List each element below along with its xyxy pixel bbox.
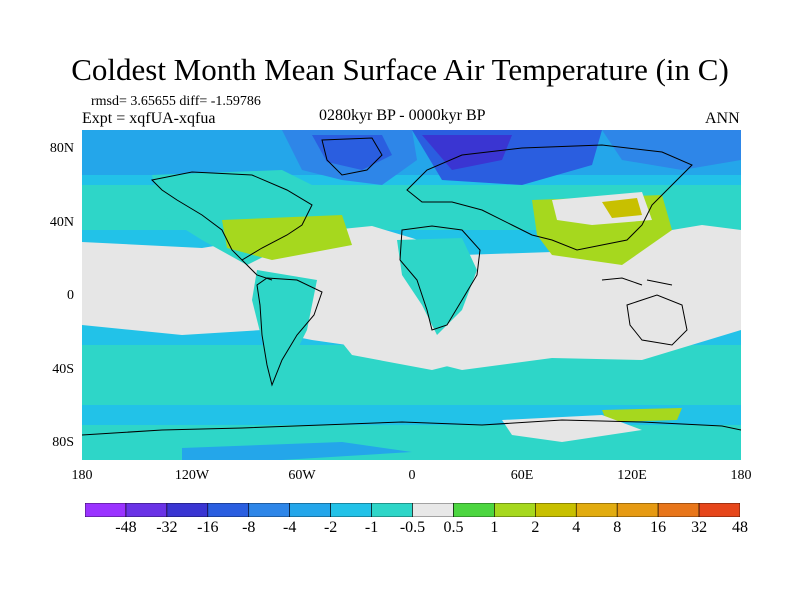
colorbar-swatch [412, 503, 454, 517]
period-label: 0280kyr BP - 0000kyr BP [319, 107, 486, 124]
colorbar-swatch [248, 503, 290, 517]
indonesia-coast [601, 277, 673, 286]
stats-line: rmsd= 3.65655 diff= -1.59786 [91, 94, 261, 109]
north-america-warm [222, 215, 352, 260]
lat-label-80n: 80N [49, 141, 74, 156]
south-atlantic-neutral [332, 325, 512, 370]
colorbar-label: 8 [613, 519, 622, 536]
colorbar-label: 4 [572, 519, 581, 536]
south-america-coast [256, 277, 323, 387]
colorbar-label: -1 [364, 519, 379, 536]
colorbar-swatch [330, 503, 372, 517]
greenland-core [312, 135, 392, 170]
africa-coast [399, 225, 481, 331]
south-america-region [252, 270, 317, 385]
north-pacific-cold [602, 130, 741, 170]
colorbar-swatch [85, 503, 127, 517]
colorbar-label: -8 [242, 519, 256, 536]
antarctic-band [82, 425, 741, 460]
coastlines [82, 137, 741, 436]
colorbar-swatch [207, 503, 250, 517]
colorbar-label: -48 [115, 519, 137, 536]
colorbar-swatch [575, 503, 618, 517]
colorbar-label: 16 [650, 519, 667, 536]
greenland-coast [321, 137, 383, 176]
lat-label-80s: 80S [52, 435, 74, 450]
colorbar-swatch [657, 503, 700, 517]
colorbar-label: -2 [323, 519, 338, 536]
colorbar-swatch [616, 503, 659, 517]
antarctica-coast [82, 419, 741, 436]
lon-label-120w: 120W [174, 468, 210, 483]
north-america-coast [150, 171, 313, 261]
colorbar-swatch [535, 503, 577, 517]
colorbar-label: -16 [197, 519, 219, 536]
lon-label-120e: 120E [617, 468, 647, 483]
africa-region [397, 238, 477, 335]
colorbar-label: -4 [283, 519, 297, 536]
australia-coast [626, 294, 688, 346]
season-label: ANN [705, 110, 740, 127]
lon-label-60w: 60W [288, 468, 316, 483]
colorbar-swatch [166, 503, 209, 517]
lon-label-0: 0 [408, 468, 416, 483]
colorbar-label: -32 [156, 519, 178, 536]
colorbar-swatch [289, 503, 331, 517]
colorbar-swatch [371, 503, 413, 517]
lat-label-40n: 40N [49, 215, 74, 230]
colorbar-label: -0.5 [399, 519, 426, 536]
antarctic-warm-strip [602, 408, 682, 422]
colorbar [85, 503, 740, 517]
lon-label-180w: 180 [71, 468, 93, 483]
siberia-core [422, 135, 512, 170]
lon-label-180e: 180 [730, 468, 752, 483]
colorbar-swatch [698, 503, 740, 517]
lon-label-60e: 60E [510, 468, 534, 483]
colorbar-swatch [125, 503, 168, 517]
experiment-label: Expt = xqfUA-xqfua [82, 110, 216, 127]
colorbar-swatch [453, 503, 495, 517]
colorbar-swatch [494, 503, 536, 517]
tibet-warm-core [602, 198, 642, 218]
eurasia-coast [406, 144, 693, 251]
temperature-map [82, 130, 741, 460]
colorbar-label: 1 [490, 519, 499, 536]
antarctic-cold-patch [182, 442, 412, 460]
colorbar-label: 32 [691, 519, 708, 536]
plot-title: Coldest Month Mean Surface Air Temperatu… [71, 52, 729, 87]
lat-label-0: 0 [67, 288, 74, 303]
colorbar-label: 0.5 [443, 519, 464, 536]
lat-label-40s: 40S [52, 362, 74, 377]
colorbar-label: 48 [732, 519, 748, 536]
colorbar-label: 2 [531, 519, 540, 536]
